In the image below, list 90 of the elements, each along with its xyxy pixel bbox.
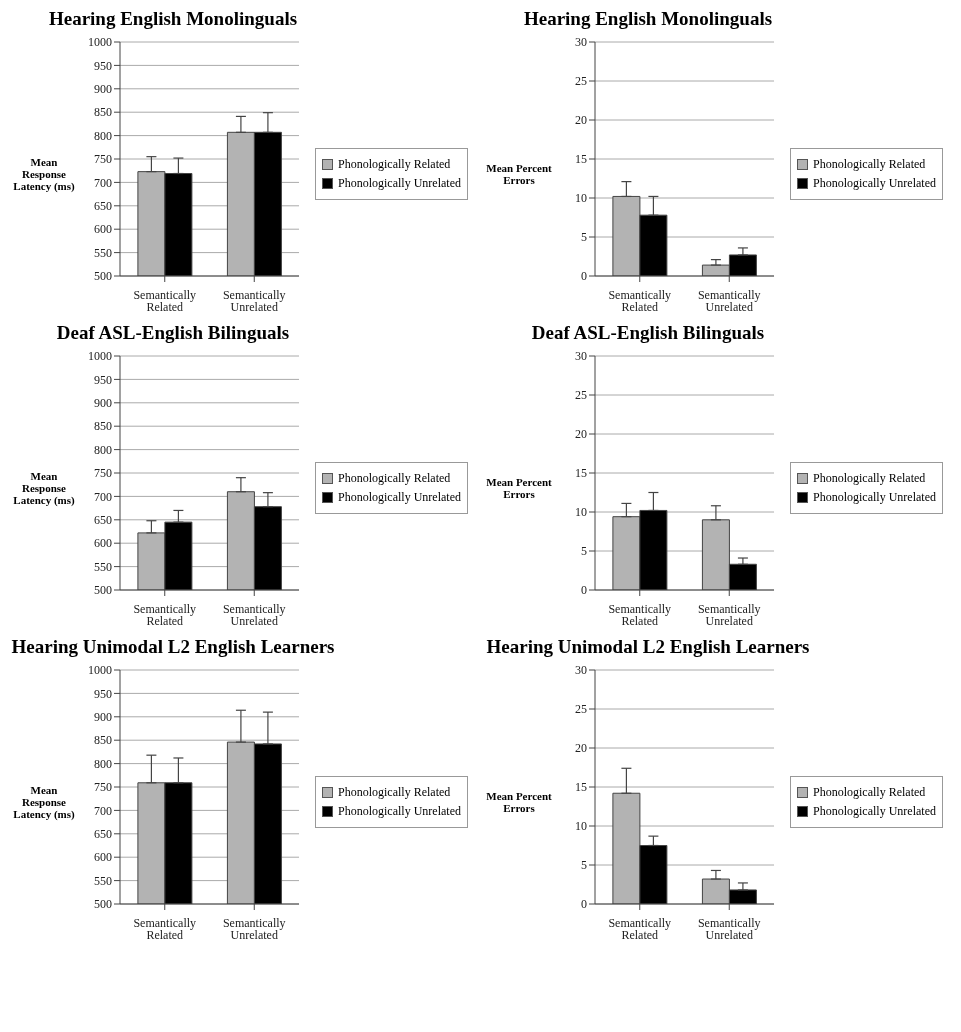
chart-title: Hearing Unimodal L2 English Learners — [10, 636, 336, 658]
legend-label: Phonologically Related — [812, 157, 927, 172]
chart-title: Hearing English Monolinguals — [47, 8, 299, 30]
y-axis-title: Mean Response Latency (ms) — [12, 784, 76, 820]
y-axis-title: Mean Percent Errors — [485, 476, 553, 500]
x-tick-label: Semantically Unrelated — [697, 601, 761, 628]
y-tick-label: 25 — [575, 702, 587, 717]
y-tick-label: 5 — [581, 230, 587, 245]
y-tick-label: 550 — [94, 873, 112, 888]
x-tick-label: Semantically Related — [608, 601, 672, 628]
y-tick-label: 15 — [575, 152, 587, 167]
x-tick-label: Semantically Related — [608, 287, 672, 314]
y-tick-label: 0 — [581, 897, 587, 912]
y-tick-label: 700 — [94, 175, 112, 190]
x-tick-label: Semantically Unrelated — [222, 287, 286, 314]
y-tick-label: 10 — [575, 191, 587, 206]
y-tick-label: 550 — [94, 245, 112, 260]
y-tick-label: 700 — [94, 803, 112, 818]
y-tick-label: 20 — [575, 741, 587, 756]
y-axis-title: Mean Percent Errors — [485, 790, 553, 814]
y-tick-label: 1000 — [88, 663, 112, 678]
y-tick-label: 500 — [94, 583, 112, 598]
chart-title: Hearing English Monolinguals — [522, 8, 774, 30]
x-tick-label: Semantically Unrelated — [222, 915, 286, 942]
y-axis-title: Mean Response Latency (ms) — [12, 470, 76, 506]
y-tick-label: 800 — [94, 442, 112, 457]
y-axis-title: Mean Response Latency (ms) — [12, 156, 76, 192]
legend-label: Phonologically Related — [337, 785, 452, 800]
y-tick-label: 1000 — [88, 35, 112, 50]
y-tick-label: 950 — [94, 686, 112, 701]
legend-label: Phonologically Unrelated — [337, 176, 461, 191]
y-tick-label: 600 — [94, 222, 112, 237]
legend-label: Phonologically Unrelated — [812, 176, 936, 191]
y-tick-label: 30 — [575, 663, 587, 678]
y-tick-label: 650 — [94, 827, 112, 842]
chart-title: Deaf ASL-English Bilinguals — [55, 322, 291, 344]
y-tick-label: 900 — [94, 710, 112, 725]
y-tick-label: 550 — [94, 559, 112, 574]
x-tick-label: Semantically Unrelated — [697, 915, 761, 942]
y-tick-label: 30 — [575, 35, 587, 50]
x-tick-label: Semantically Unrelated — [697, 287, 761, 314]
chart-title: Hearing Unimodal L2 English Learners — [485, 636, 811, 658]
y-tick-label: 1000 — [88, 349, 112, 364]
legend-label: Phonologically Related — [812, 471, 927, 486]
y-tick-label: 5 — [581, 544, 587, 559]
y-tick-label: 900 — [94, 82, 112, 97]
legend-label: Phonologically Unrelated — [812, 490, 936, 505]
y-tick-label: 750 — [94, 466, 112, 481]
y-tick-label: 500 — [94, 897, 112, 912]
y-tick-label: 20 — [575, 113, 587, 128]
x-tick-label: Semantically Related — [133, 287, 197, 314]
y-tick-label: 850 — [94, 419, 112, 434]
y-tick-label: 0 — [581, 269, 587, 284]
y-tick-label: 700 — [94, 489, 112, 504]
legend-label: Phonologically Related — [337, 471, 452, 486]
x-tick-label: Semantically Related — [133, 601, 197, 628]
y-tick-label: 850 — [94, 105, 112, 120]
y-tick-label: 5 — [581, 858, 587, 873]
x-tick-label: Semantically Unrelated — [222, 601, 286, 628]
y-tick-label: 25 — [575, 388, 587, 403]
chart-title: Deaf ASL-English Bilinguals — [530, 322, 766, 344]
y-tick-label: 15 — [575, 466, 587, 481]
y-tick-label: 650 — [94, 513, 112, 528]
y-tick-label: 0 — [581, 583, 587, 598]
y-tick-label: 30 — [575, 349, 587, 364]
y-tick-label: 20 — [575, 427, 587, 442]
y-tick-label: 750 — [94, 152, 112, 167]
y-tick-label: 800 — [94, 128, 112, 143]
y-tick-label: 25 — [575, 74, 587, 89]
y-tick-label: 10 — [575, 505, 587, 520]
x-tick-label: Semantically Related — [133, 915, 197, 942]
y-tick-label: 10 — [575, 819, 587, 834]
y-axis-title: Mean Percent Errors — [485, 162, 553, 186]
y-tick-label: 750 — [94, 780, 112, 795]
y-tick-label: 950 — [94, 58, 112, 73]
y-tick-label: 600 — [94, 850, 112, 865]
y-tick-label: 15 — [575, 780, 587, 795]
legend-label: Phonologically Unrelated — [812, 804, 936, 819]
legend-label: Phonologically Related — [337, 157, 452, 172]
y-tick-label: 800 — [94, 756, 112, 771]
y-tick-label: 600 — [94, 536, 112, 551]
y-tick-label: 850 — [94, 733, 112, 748]
y-tick-label: 900 — [94, 396, 112, 411]
x-tick-label: Semantically Related — [608, 915, 672, 942]
legend-label: Phonologically Unrelated — [337, 804, 461, 819]
legend-label: Phonologically Unrelated — [337, 490, 461, 505]
legend-label: Phonologically Related — [812, 785, 927, 800]
y-tick-label: 650 — [94, 199, 112, 214]
y-tick-label: 500 — [94, 269, 112, 284]
y-tick-label: 950 — [94, 372, 112, 387]
